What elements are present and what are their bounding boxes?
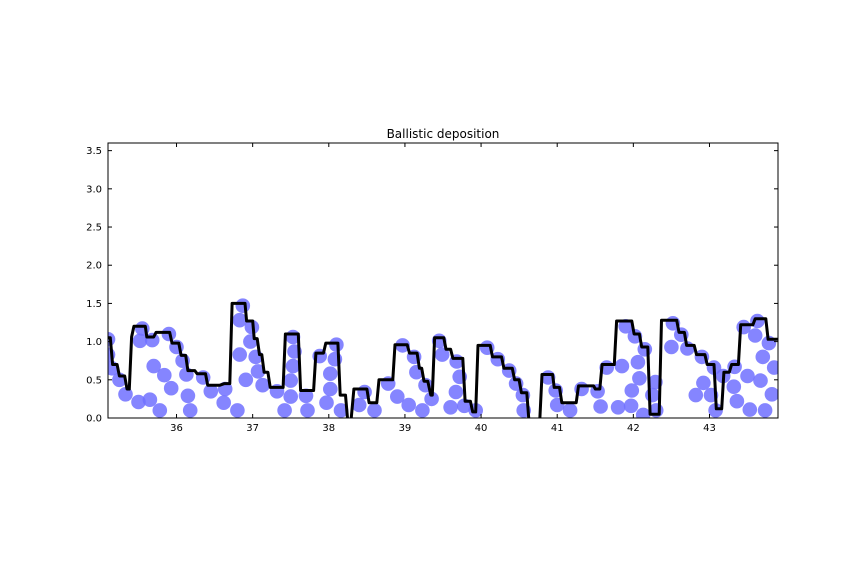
y-tick-label: 2.5 (86, 223, 102, 234)
y-tick-label: 3.0 (86, 184, 102, 195)
particle-marker (696, 375, 711, 391)
particle-marker (630, 354, 646, 370)
particle-marker (764, 387, 778, 402)
y-tick-label: 1.5 (86, 299, 102, 310)
x-tick-label: 36 (170, 423, 183, 434)
particle-marker (593, 399, 608, 414)
particle-marker (142, 392, 158, 408)
particle-marker (182, 403, 198, 418)
particle-marker (726, 379, 742, 395)
particle-marker (216, 395, 231, 411)
particle-marker (390, 389, 405, 404)
particle-marker (753, 373, 768, 388)
particle-marker (448, 384, 464, 400)
particle-marker (157, 367, 172, 383)
particle-marker (283, 373, 299, 388)
particle-marker (319, 395, 334, 411)
particle-marker (645, 387, 660, 403)
x-tick-label: 43 (703, 423, 716, 434)
particle-marker (298, 388, 314, 404)
particle-marker (632, 371, 647, 386)
particle-marker (255, 377, 270, 393)
particle-marker (285, 358, 301, 374)
particle-marker (351, 397, 367, 413)
y-tick-label: 1.0 (86, 337, 102, 348)
particle-marker (146, 358, 161, 374)
surface-layer (108, 301, 778, 418)
particle-marker (614, 358, 630, 374)
particle-marker (230, 403, 245, 418)
x-tick-label: 37 (246, 423, 259, 434)
particle-marker (277, 403, 292, 418)
particle-marker (624, 383, 640, 398)
particle-marker (232, 312, 247, 328)
particle-marker (434, 347, 450, 362)
chart-title: Ballistic deposition (387, 127, 500, 141)
particle-marker (118, 387, 133, 402)
particle-marker (623, 398, 639, 414)
particle-marker (610, 400, 626, 415)
particle-marker (333, 403, 349, 418)
particle-marker (415, 403, 430, 418)
y-tick-label: 0.0 (86, 414, 102, 425)
axes-frame (107, 142, 779, 419)
particle-marker (232, 347, 247, 362)
x-tick-label: 38 (322, 423, 335, 434)
particle-marker (618, 319, 633, 334)
particle-marker (323, 381, 338, 397)
x-tick-label: 39 (399, 423, 412, 434)
particle-marker (562, 403, 578, 418)
particle-marker (131, 394, 146, 410)
particle-marker (401, 397, 417, 413)
x-axis: 36 37 38 39 40 41 42 43 (170, 143, 716, 434)
particle-marker (300, 403, 315, 418)
y-tick-label: 2.0 (86, 261, 102, 272)
particle-marker (235, 298, 251, 314)
particle-marker (367, 403, 382, 418)
y-tick-label: 3.5 (86, 146, 102, 157)
x-tick-label: 42 (627, 423, 640, 434)
particle-marker (329, 337, 344, 353)
particle-marker (163, 380, 179, 396)
particle-marker (323, 366, 338, 382)
particle-marker (740, 368, 755, 384)
x-tick-label: 40 (475, 423, 488, 434)
particle-marker (755, 349, 771, 365)
particle-marker (443, 400, 458, 415)
particle-marker (283, 389, 299, 404)
particle-marker (742, 402, 758, 417)
particle-marker (203, 384, 219, 399)
particle-marker (766, 360, 778, 375)
particle-marker (688, 387, 704, 403)
particle-marker (424, 391, 439, 407)
particle-marker (635, 407, 651, 418)
particle-marker (152, 403, 168, 418)
particle-marker (238, 372, 254, 388)
particle-marker (729, 393, 745, 409)
particle-marker (180, 388, 196, 404)
surface-line (108, 301, 778, 418)
particle-marker (132, 333, 148, 349)
y-tick-label: 0.5 (86, 375, 102, 386)
particle-marker (708, 403, 723, 418)
particle-marker (747, 328, 763, 343)
plot-area (108, 298, 778, 418)
y-axis: 0.0 0.5 1.0 1.5 2.0 2.5 3.0 3.5 (86, 146, 778, 425)
x-tick-label: 41 (551, 423, 564, 434)
particle-marker (664, 339, 679, 355)
particle-marker (250, 364, 266, 379)
particle-marker (757, 403, 773, 418)
